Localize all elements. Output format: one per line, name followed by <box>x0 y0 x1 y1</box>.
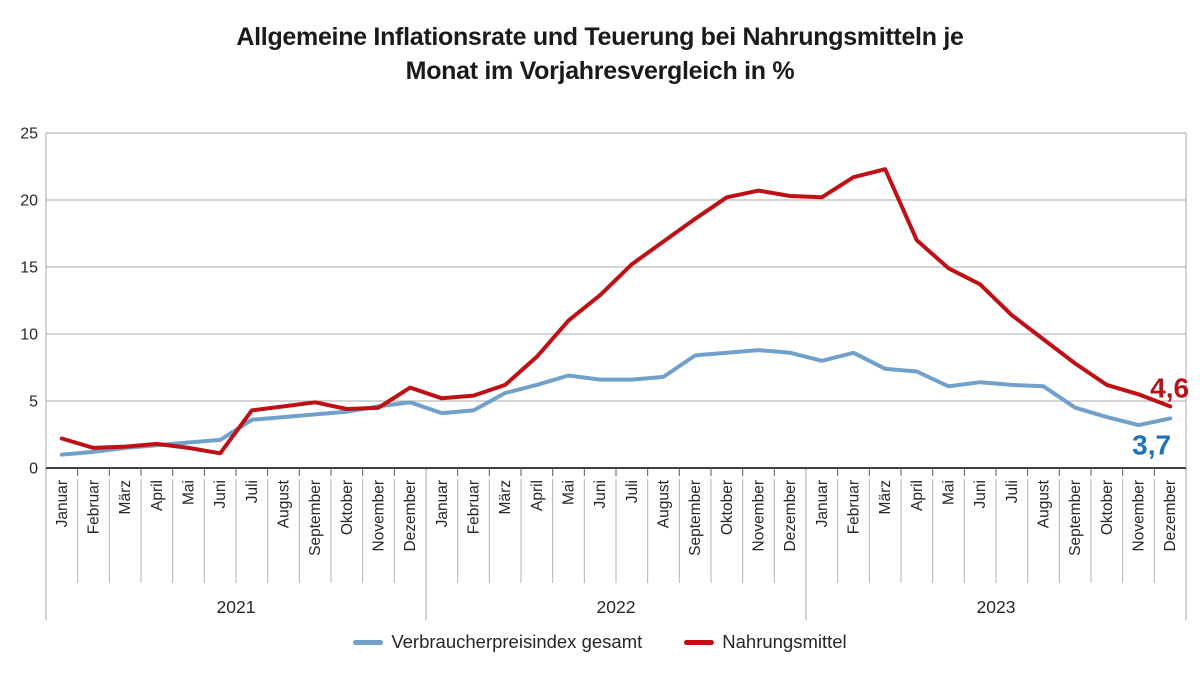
month-label: Juli <box>244 480 261 503</box>
y-axis-tick-label: 20 <box>20 193 38 210</box>
month-label: Mai <box>941 480 958 505</box>
month-label: Juni <box>212 480 229 508</box>
month-label: April <box>149 480 166 511</box>
page-title-line1: Allgemeine Inflationsrate und Teuerung b… <box>236 23 964 51</box>
month-label: Oktober <box>719 480 736 535</box>
page-title: Allgemeine Inflationsrate und Teuerung b… <box>0 20 1200 88</box>
month-label: März <box>497 480 514 514</box>
year-label: 2022 <box>597 597 636 617</box>
year-label: 2023 <box>977 597 1016 617</box>
nahrungsmittel-line <box>59 167 1173 456</box>
page-title-line2: Monat im Vorjahresvergleich in % <box>405 57 795 85</box>
month-label: Mai <box>181 480 198 505</box>
y-axis-tick-label: 5 <box>29 394 38 411</box>
legend-item-vpi: Verbraucherpreisindex gesamt <box>353 631 642 653</box>
month-label: August <box>276 479 293 528</box>
nahrungsmittel-line-end-label: 4,6 <box>1150 372 1189 403</box>
month-label: Januar <box>434 480 451 527</box>
vpi-line <box>59 348 1173 457</box>
y-axis-tick-label: 0 <box>29 461 38 478</box>
month-label: Januar <box>814 480 831 527</box>
month-label: November <box>751 480 768 552</box>
month-label: Oktober <box>339 480 356 535</box>
month-label: November <box>1131 480 1148 552</box>
month-label: Februar <box>846 480 863 534</box>
y-axis-tick-label: 10 <box>20 327 38 344</box>
month-label: Juni <box>972 480 989 508</box>
month-label: November <box>371 480 388 552</box>
legend-label-vpi: Verbraucherpreisindex gesamt <box>391 631 643 652</box>
legend-label-nahrungsmittel: Nahrungsmittel <box>722 631 847 652</box>
month-label: Dezember <box>1162 480 1179 552</box>
y-axis-tick-label: 15 <box>20 260 38 277</box>
month-label: Februar <box>466 480 483 534</box>
month-label: Dezember <box>782 480 799 552</box>
month-label: April <box>909 480 926 511</box>
year-label: 2021 <box>217 597 256 617</box>
month-label: August <box>656 479 673 528</box>
month-label: Mai <box>561 480 578 505</box>
month-label: Juni <box>592 480 609 508</box>
month-label: März <box>877 480 894 514</box>
vpi-line-end-label: 3,7 <box>1132 429 1171 460</box>
month-label: Juli <box>1004 480 1021 503</box>
chart-legend: Verbraucherpreisindex gesamt Nahrungsmit… <box>0 631 1200 653</box>
y-axis-tick-label: 25 <box>20 126 38 143</box>
month-label: September <box>687 480 704 556</box>
month-label: Januar <box>54 480 71 527</box>
month-label: Dezember <box>402 480 419 552</box>
month-label: Oktober <box>1099 480 1116 535</box>
month-label: Juli <box>624 480 641 503</box>
month-label: März <box>117 480 134 514</box>
month-label: April <box>529 480 546 511</box>
nahrungsmittel-line-swatch-icon <box>684 639 715 645</box>
month-label: September <box>307 480 324 556</box>
vpi-line-swatch-icon <box>353 639 384 645</box>
month-label: August <box>1036 479 1053 528</box>
legend-item-nahrungsmittel: Nahrungsmittel <box>684 631 847 653</box>
month-label: Februar <box>86 480 103 534</box>
month-label: September <box>1067 480 1084 556</box>
